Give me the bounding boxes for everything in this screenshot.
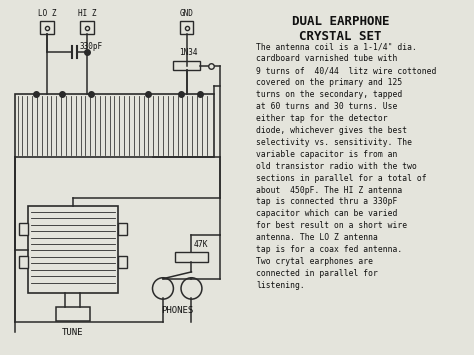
Bar [180, 21, 193, 34]
Bar [118, 256, 127, 268]
Text: 330pF: 330pF [79, 42, 102, 51]
Text: 1N34: 1N34 [179, 48, 198, 57]
Text: PHONES: PHONES [161, 306, 193, 315]
Bar [80, 21, 93, 34]
Bar [118, 223, 127, 235]
Text: GND: GND [180, 9, 194, 18]
Bar [28, 206, 118, 293]
Text: The antenna coil is a 1-1/4" dia.
cardboard varnished tube with
9 turns of  40/4: The antenna coil is a 1-1/4" dia. cardbo… [256, 42, 437, 290]
Bar [175, 252, 208, 262]
Bar [40, 21, 54, 34]
Text: HI Z: HI Z [78, 9, 96, 18]
Bar [19, 256, 28, 268]
Text: TUNE: TUNE [62, 328, 83, 337]
Circle shape [153, 278, 173, 299]
Bar [19, 223, 28, 235]
Text: 47K: 47K [193, 240, 208, 248]
Text: LO Z: LO Z [38, 9, 56, 18]
Bar [55, 307, 90, 321]
Text: DUAL EARPHONE
CRYSTAL SET: DUAL EARPHONE CRYSTAL SET [292, 15, 390, 43]
Bar [173, 61, 200, 71]
Circle shape [181, 278, 202, 299]
Bar [15, 94, 214, 157]
